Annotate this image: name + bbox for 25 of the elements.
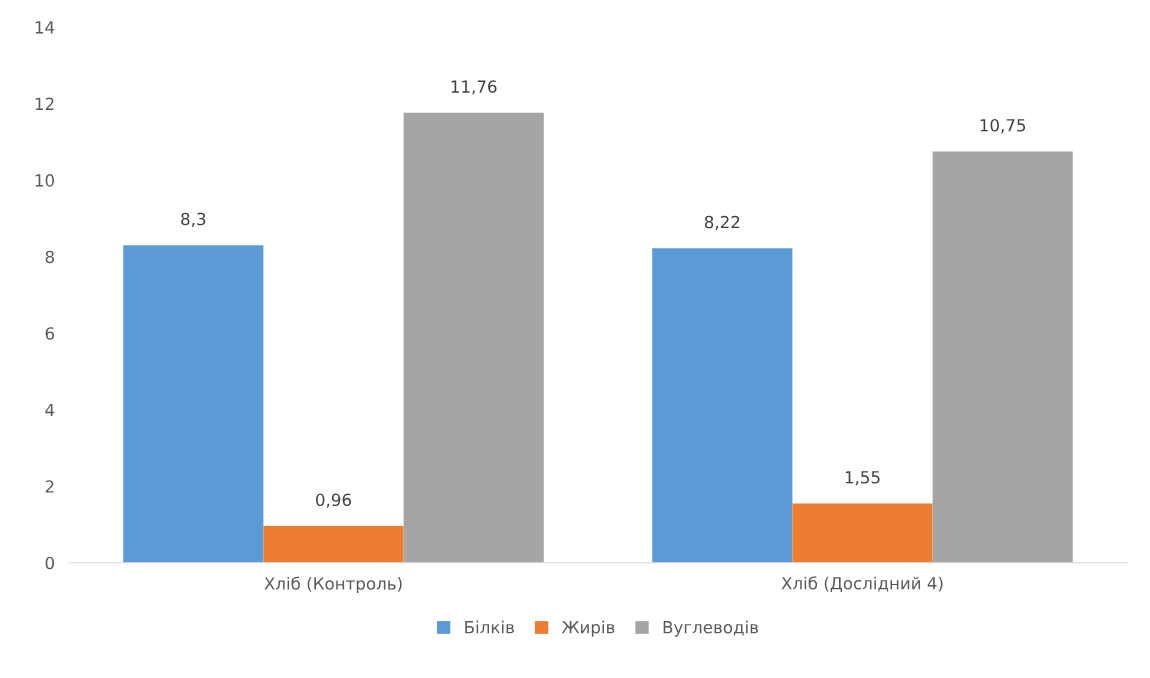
bar [263,526,404,563]
data-label: 8,3 [181,212,206,227]
y-tick-label: 14 [35,21,55,34]
bar [932,151,1073,563]
data-label: 10,75 [980,118,1026,134]
x-tick-label: Хліб (Контроль) [264,576,402,594]
legend-label: Жирів [561,620,615,637]
data-label: 0,96 [316,493,352,508]
y-tick-label: 6 [45,327,55,340]
y-tick-label: 12 [35,97,54,110]
y-tick-label: 10 [35,174,54,187]
y-tick-label: 4 [45,403,55,417]
bar [403,112,544,563]
y-tick-label: 2 [45,480,54,493]
y-tick-label: 0 [45,556,54,570]
bar [123,245,264,563]
y-tick-label: 8 [45,250,54,264]
legend-label: Білків [465,620,514,634]
x-tick-label: Хліб (Дослідний 4) [781,576,943,592]
data-label: 11,76 [451,80,497,95]
data-label: 1,55 [845,471,880,486]
legend-label: Вуглеводів [663,620,759,637]
bar [652,248,793,563]
bar [792,503,933,563]
data-label: 8,22 [704,215,740,231]
